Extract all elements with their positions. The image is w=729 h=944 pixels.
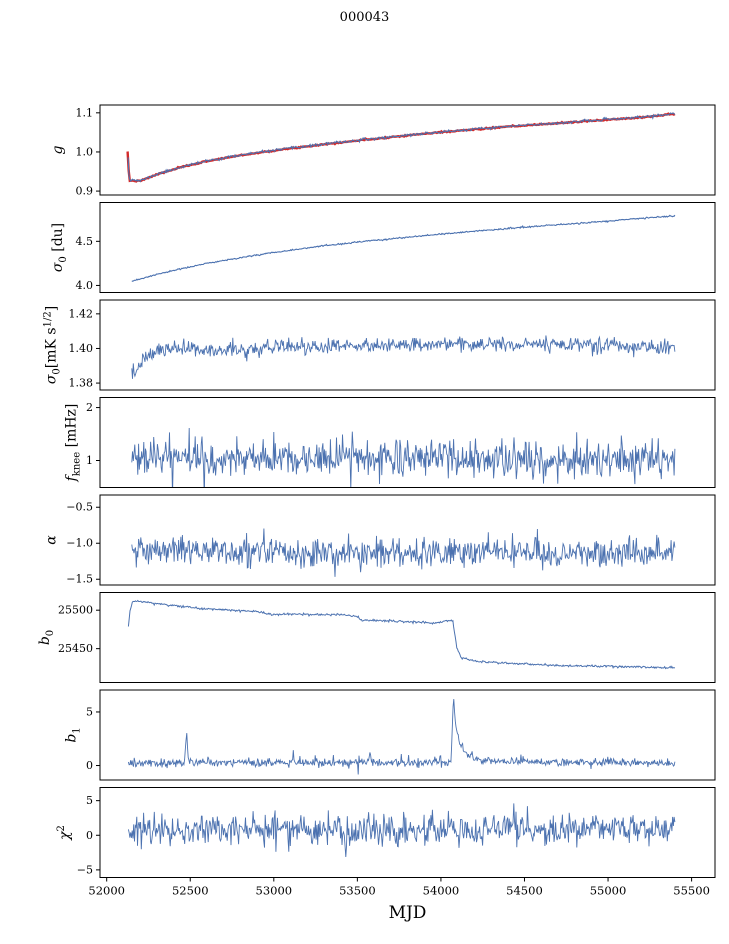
- series-alpha-line: [131, 528, 676, 577]
- y-tick-label: 2: [86, 401, 93, 414]
- y-tick-label: 1.40: [69, 342, 94, 355]
- panel-sigma0-du: 4.0 4.5 σ0 [du]: [50, 202, 716, 293]
- y-axis-label-chi2: χ2: [56, 825, 73, 841]
- panel-frame: [99, 299, 716, 391]
- x-tick-label: 55500: [673, 884, 710, 898]
- y-tick-label: 1: [86, 454, 93, 467]
- series-b0-line: [127, 599, 676, 670]
- panel-b1: 5 0 b1: [63, 689, 716, 781]
- series-g-model-overlay-line: [126, 112, 676, 183]
- x-tick-label: 52500: [172, 884, 209, 898]
- series-sigma0-du-line: [131, 214, 676, 282]
- y-tick-label: 0.9: [76, 185, 94, 198]
- series-fknee-line: [131, 427, 676, 488]
- panel-chi2: 5 0 −5 χ2 52000 52500 53000 53500 54000 54500 5500…: [56, 787, 716, 898]
- y-axis-label-b0: b0: [37, 630, 56, 645]
- y-tick-label: 5: [86, 705, 93, 718]
- y-tick-label: 1.42: [69, 307, 94, 320]
- y-tick-label: 0: [86, 829, 93, 842]
- series-b1-line: [127, 699, 676, 775]
- panel-frame: [99, 397, 716, 488]
- y-tick-label: 25450: [58, 642, 93, 655]
- panel-fknee: 2 1 fknee [mHz]: [63, 397, 716, 488]
- y-axis-label-alpha: α: [44, 535, 60, 545]
- x-tick-label: 54000: [423, 884, 460, 898]
- x-tick-label: 53500: [339, 884, 376, 898]
- y-tick-label: 5: [86, 794, 93, 807]
- panel-sigma0-mk: 1.42 1.40 1.38 σ0[mK s1/2]: [43, 299, 716, 391]
- y-tick-label: 0: [86, 759, 93, 772]
- y-axis-label-b1: b1: [63, 727, 82, 742]
- y-tick-label: −0.5: [66, 501, 93, 514]
- y-tick-label: −1.5: [66, 573, 93, 586]
- y-axis-label-sigma0-du: σ0 [du]: [50, 223, 69, 272]
- series-sigma0-mk-line: [131, 335, 676, 379]
- panel-frame: [99, 104, 716, 196]
- y-tick-label: 1.38: [69, 377, 94, 390]
- x-tick-label: 55000: [590, 884, 627, 898]
- x-tick-label: 54500: [506, 884, 543, 898]
- x-axis-label: MJD: [388, 903, 427, 923]
- series-g-gain-line: [127, 112, 676, 183]
- x-tick-label: 53000: [256, 884, 293, 898]
- y-tick-label: 4.0: [76, 279, 94, 292]
- panel-frame: [99, 689, 716, 781]
- panel-frame: [99, 494, 716, 586]
- y-tick-label: −1.0: [66, 537, 93, 550]
- y-tick-label: 25500: [58, 604, 93, 617]
- series-chi2-line: [127, 803, 676, 858]
- y-tick-label: 1.1: [76, 106, 94, 119]
- panel-frame: [99, 202, 716, 293]
- y-tick-label: 1.0: [76, 145, 94, 158]
- y-axis-label-g: g: [50, 145, 66, 154]
- panel-frame: [99, 787, 716, 878]
- figure-title: 000043: [339, 10, 390, 25]
- x-tick-label: 52000: [88, 884, 125, 898]
- y-tick-label: −5: [77, 863, 93, 876]
- panel-frame: [99, 592, 716, 683]
- panel-g: 0.9 1.0 1.1 g: [50, 104, 716, 198]
- y-tick-label: 4.5: [76, 235, 94, 248]
- y-axis-label-sigma0-mk: σ0[mK s1/2]: [43, 306, 63, 384]
- panel-alpha: −0.5 −1.0 −1.5 α: [44, 494, 716, 586]
- y-axis-label-fknee: fknee [mHz]: [63, 404, 82, 483]
